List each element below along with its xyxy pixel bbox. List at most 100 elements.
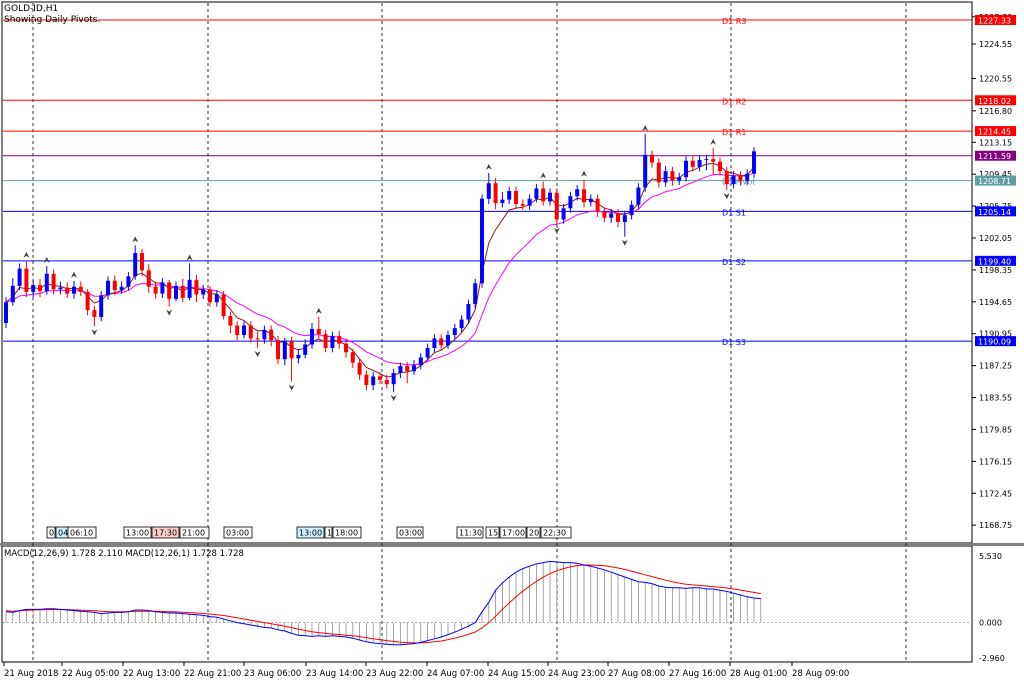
candle-body (119, 286, 124, 291)
session-box (526, 526, 541, 539)
time-tick-label: 22 Aug 13:00 (123, 669, 180, 679)
candle-body (180, 285, 185, 298)
time-tick-label: 24 Aug 23:00 (548, 669, 605, 679)
price-tick-label: 1202.05 (979, 234, 1012, 243)
price-tag (975, 95, 1016, 106)
candle-body (724, 171, 729, 185)
candle-body (561, 208, 566, 220)
candle-body (174, 285, 178, 299)
candle-body (31, 285, 36, 292)
candle-body (656, 162, 661, 183)
candle-body (670, 171, 675, 181)
price-tick-label: 1168.75 (979, 521, 1012, 530)
candle-body (636, 187, 641, 205)
session-box-label: 1 (327, 529, 332, 538)
session-box (540, 526, 572, 539)
candle-body (289, 341, 294, 359)
session-box-label: 15: (488, 529, 501, 538)
session-box (123, 526, 152, 539)
time-tick-label: 27 Aug 08:00 (608, 669, 665, 679)
candle-body (548, 192, 552, 202)
candle-body (146, 270, 151, 287)
session-box-label: 04: (58, 529, 71, 538)
price-tick-label: 1183.55 (979, 394, 1012, 403)
candle-body (350, 352, 355, 363)
candle-body (711, 159, 716, 162)
candle-body (214, 294, 219, 303)
candle-body (310, 328, 314, 345)
candle-body (575, 189, 580, 197)
candle-body (391, 372, 396, 385)
candle-body (276, 340, 280, 360)
candle-body (480, 198, 484, 284)
pivot-lines: D1 R3 D1 R2 D1 R1 D1 Pivot D1 S1 D1 S2 D1 S3 (3, 17, 972, 347)
fractal-down-arrow (288, 384, 295, 391)
candle-body (10, 285, 15, 303)
macd-label: MACD(12,26,9) 1.728 2.110 MACD(12,26,1) … (4, 549, 244, 559)
price-tick-label: 1224.55 (979, 40, 1012, 49)
price-tick-label: 1172.45 (979, 489, 1012, 498)
candle-body (282, 341, 287, 360)
fractal-down-arrow (553, 227, 560, 234)
fractal-down-arrow (621, 239, 628, 246)
time-tick-label: 24 Aug 15:00 (488, 669, 545, 679)
pivot-name: D1 S3 (722, 338, 746, 347)
price-tick-label: 1187.25 (979, 362, 1012, 371)
session-box (456, 526, 484, 539)
candle-body (568, 196, 573, 209)
session-box (396, 526, 424, 539)
price-tick-label: 1209.45 (979, 170, 1012, 179)
candle-body (378, 376, 382, 380)
pivot-name: D1 S2 (722, 258, 746, 267)
macd-axis: 5.530 0.000 -2.960 (979, 552, 1005, 663)
session-box-label: 22:30 (543, 529, 566, 538)
candle-body (242, 325, 246, 336)
fractal-down-arrow (166, 309, 173, 316)
fractal-down-arrow (254, 350, 261, 357)
fractal-up-arrow (642, 125, 649, 132)
price-tag-label: 1211.59 (978, 152, 1011, 161)
session-box-label: 13:00 (126, 529, 149, 538)
candle-body (167, 282, 172, 299)
session-box-label: 20: (529, 529, 542, 538)
candle-body (38, 285, 42, 292)
candle-body (58, 287, 63, 290)
candle-body (697, 159, 702, 167)
pivot-name: D1 R1 (722, 128, 746, 137)
fractal-up-arrow (71, 271, 77, 278)
candle-body (344, 343, 348, 353)
candle-body (384, 379, 389, 385)
time-tick-label: 24 Aug 07:00 (427, 669, 484, 679)
price-tag (975, 255, 1016, 266)
vertical-grid (32, 3, 907, 661)
candles (4, 134, 756, 392)
candle-body (262, 329, 267, 340)
candle-body (323, 334, 328, 348)
candle-body (507, 191, 512, 200)
candle-body (51, 273, 56, 290)
candle-body (493, 183, 498, 204)
candle-body (554, 192, 559, 220)
price-tick-label: 1194.65 (979, 298, 1012, 307)
candle-body (473, 283, 478, 304)
candle-body (425, 347, 430, 358)
macd-pane (3, 560, 972, 646)
candle-body (534, 188, 539, 199)
time-tick-label: 28 Aug 01:00 (730, 669, 787, 679)
session-box (46, 526, 56, 539)
candle-body (357, 362, 362, 375)
session-box-label: 11:30 (459, 529, 482, 538)
candle-body (24, 268, 29, 292)
price-tag (975, 175, 1016, 186)
candle-body (4, 302, 8, 323)
candle-body (255, 338, 260, 340)
session-box-label: 17:30 (154, 529, 177, 538)
candle-body (752, 151, 756, 174)
candle-body (99, 295, 104, 317)
candle-body (684, 160, 688, 178)
candle-body (690, 160, 695, 167)
macd-tick-label: -2.960 (979, 654, 1005, 663)
candle-body (364, 374, 369, 386)
session-box (324, 526, 333, 539)
